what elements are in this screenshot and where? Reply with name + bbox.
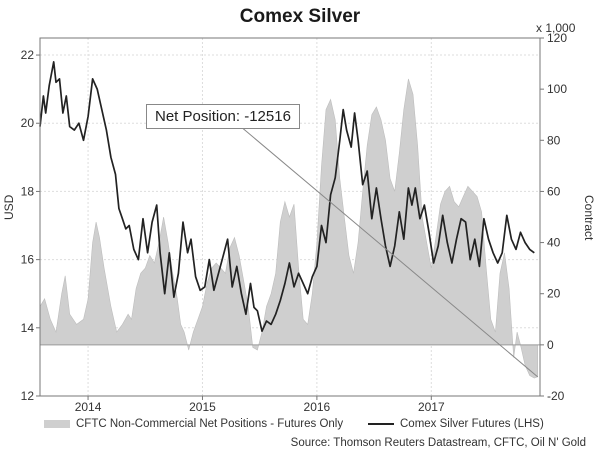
legend-swatch-line (368, 423, 394, 425)
left-tick-label-3: 18 (21, 184, 35, 198)
legend-swatch-area (44, 420, 70, 428)
legend-item-positions: CFTC Non-Commercial Net Positions - Futu… (44, 418, 343, 430)
right-tick-label-7: 120 (547, 31, 567, 45)
legend-label-silver: Comex Silver Futures (LHS) (400, 418, 544, 430)
legend-item-silver: Comex Silver Futures (LHS) (368, 418, 544, 430)
legend-label-positions: CFTC Non-Commercial Net Positions - Futu… (76, 418, 344, 430)
series-net-positions-area (39, 78, 538, 379)
right-tick-label-4: 60 (547, 184, 561, 198)
source-note: Source: Thomson Reuters Datastream, CFTC… (290, 437, 586, 449)
right-tick-label-3: 40 (547, 236, 561, 250)
right-tick-label-2: 20 (547, 287, 561, 301)
left-tick-label-5: 22 (21, 48, 35, 62)
right-tick-label-0: -20 (547, 389, 565, 403)
x-tick-label-2: 2016 (304, 400, 331, 414)
right-tick-label-5: 80 (547, 133, 561, 147)
right-axis-multiplier: x 1,000 (536, 21, 576, 35)
left-tick-label-4: 20 (21, 116, 35, 130)
plot-frame (39, 37, 541, 397)
chart-title: Comex Silver (239, 6, 361, 27)
left-tick-label-0: 12 (21, 389, 35, 403)
left-tick-label-1: 14 (21, 321, 35, 335)
legend: CFTC Non-Commercial Net Positions - Futu… (0, 418, 600, 434)
x-tick-label-3: 2017 (418, 400, 445, 414)
net-position-annotation: Net Position: -12516 (146, 104, 300, 129)
right-tick-label-1: 0 (547, 338, 554, 352)
left-tick-label-2: 16 (21, 253, 35, 267)
x-tick-label-0: 2014 (75, 400, 102, 414)
right-tick-label-6: 100 (547, 82, 567, 96)
x-tick-label-1: 2015 (189, 400, 216, 414)
annotation-leader-line (239, 125, 539, 378)
series-silver-line (39, 61, 535, 333)
